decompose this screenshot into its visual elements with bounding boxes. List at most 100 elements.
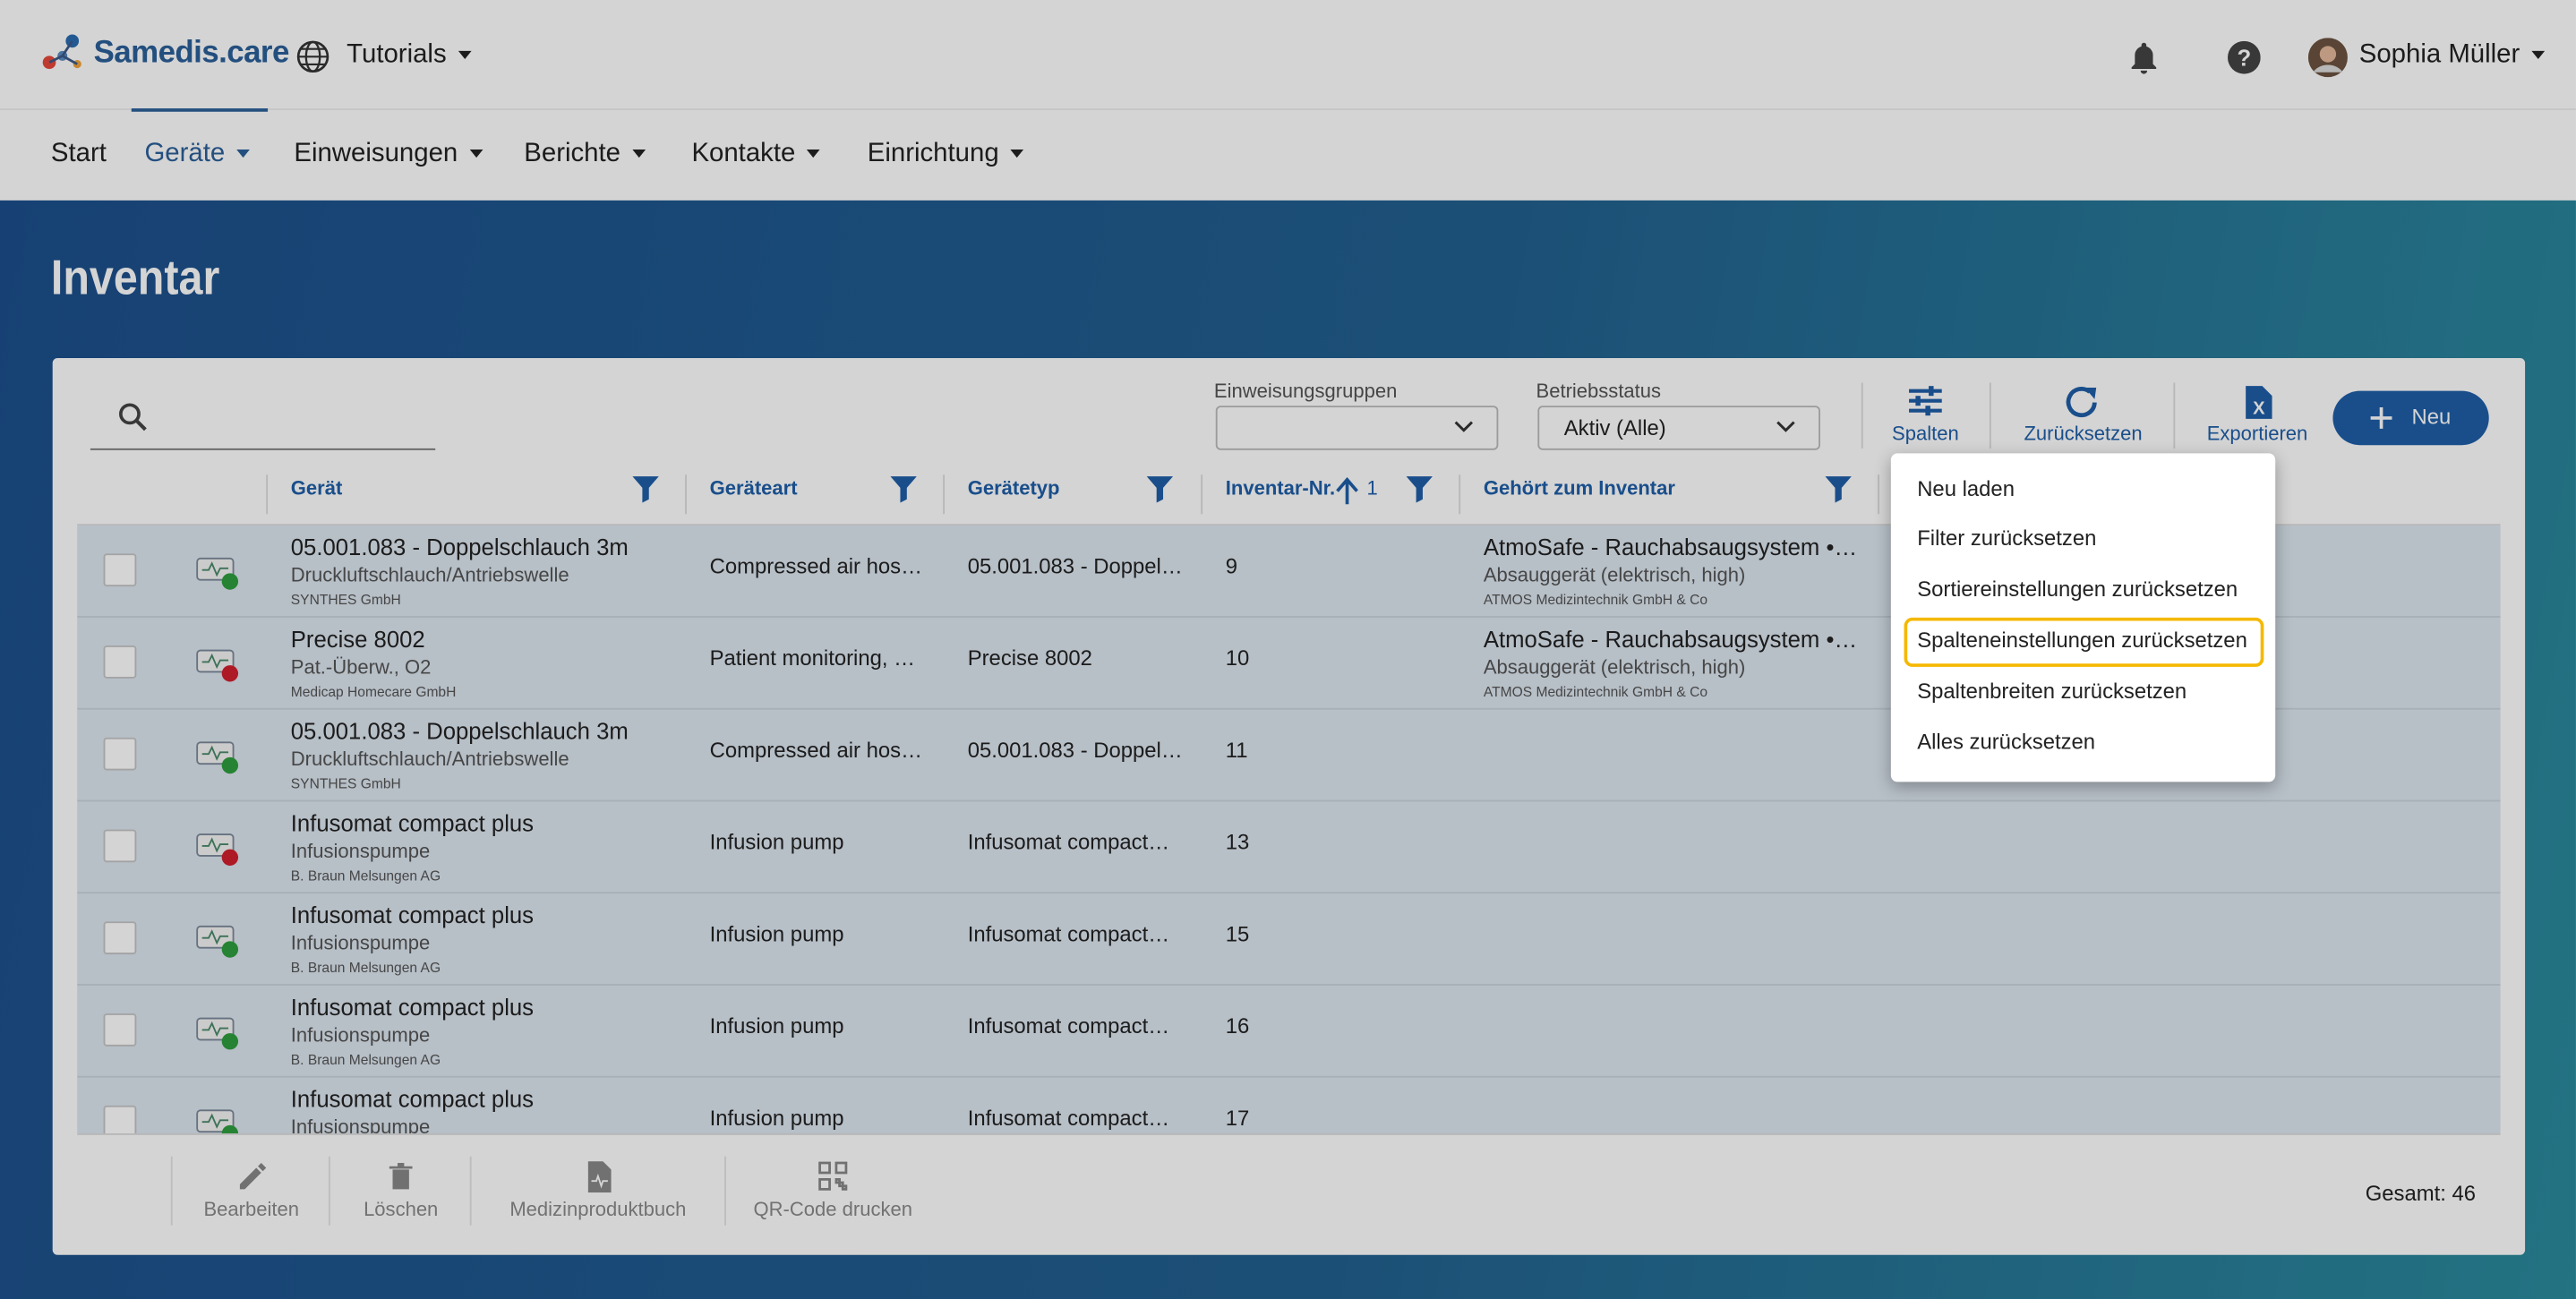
caret xyxy=(1010,149,1024,158)
nav-item[interactable]: Kontakte xyxy=(691,137,820,171)
footer-separator xyxy=(469,1156,472,1226)
device-manufacturer: SYNTHES GmbH xyxy=(290,775,401,793)
table-row[interactable]: Infusomat compact plus Infusionspumpe B. B… xyxy=(77,893,2501,986)
chevron-icon xyxy=(1454,421,1474,432)
footer-action[interactable]: QR-Code drucken xyxy=(753,1197,912,1221)
footer-action-icon[interactable] xyxy=(582,1159,615,1193)
globe-icon[interactable] xyxy=(295,39,330,74)
nav-active-indicator xyxy=(131,108,269,112)
search-field[interactable] xyxy=(90,394,436,450)
column-header[interactable]: Gerät xyxy=(290,476,343,500)
table-row[interactable]: Infusomat compact plus Infusionspumpe Infu… xyxy=(77,1078,2500,1134)
parent-category: Absauggerät (elektrisch, high) xyxy=(1483,563,1746,587)
device-type: Infusomat compact… xyxy=(967,920,1170,946)
menu-item[interactable]: Neu laden xyxy=(1917,475,2015,500)
nav-item[interactable]: Einrichtung xyxy=(868,137,1024,171)
row-checkbox[interactable] xyxy=(103,1105,137,1134)
caret xyxy=(458,51,472,60)
table-row[interactable]: 05.001.083 - Doppelschlauch 3m Drucklufts… xyxy=(77,710,2501,802)
menu-item[interactable]: Sortiereinstellungen zurücksetzen xyxy=(1917,577,2238,602)
row-checkbox[interactable] xyxy=(103,921,137,955)
filter-select[interactable] xyxy=(1215,406,1499,450)
device-kind: Infusion pump xyxy=(709,828,844,854)
chevron-icon xyxy=(1776,421,1795,432)
sort-ascending-icon[interactable] xyxy=(1336,476,1359,506)
toolbar-icon[interactable] xyxy=(1905,384,1945,420)
device-name: Infusomat compact plus xyxy=(290,902,535,928)
column-header[interactable]: Inventar-Nr. xyxy=(1225,476,1336,500)
user-menu[interactable]: Sophia Müller xyxy=(2359,39,2545,73)
nav-item[interactable]: Berichte xyxy=(524,137,646,171)
nav-item[interactable]: Start xyxy=(50,139,107,167)
device-manufacturer: B. Braun Melsungen AG xyxy=(290,1052,441,1069)
toolbar-button[interactable]: Spalten xyxy=(1892,422,1959,446)
column-header[interactable]: Geräteart xyxy=(709,476,798,500)
nav-item[interactable]: Einweisungen xyxy=(294,137,483,171)
column-header[interactable]: Gehört zum Inventar xyxy=(1483,476,1675,500)
user-avatar[interactable] xyxy=(2307,38,2348,78)
parent-name: AtmoSafe - Rauchabsaugsystem •… xyxy=(1483,625,1858,653)
device-image xyxy=(196,741,239,774)
device-manufacturer: Medicap Homecare GmbH xyxy=(290,684,457,701)
footer-action[interactable]: Löschen xyxy=(364,1197,439,1221)
footer-action[interactable]: Bearbeiten xyxy=(203,1197,299,1221)
footer-action-icon[interactable] xyxy=(817,1159,850,1192)
svg-text:X: X xyxy=(2253,398,2265,418)
device-kind: Infusion pump xyxy=(709,1013,844,1038)
toolbar-button[interactable]: Exportieren xyxy=(2206,422,2308,446)
menu-item[interactable]: Filter zurücksetzen xyxy=(1917,526,2097,551)
table-row[interactable]: 05.001.083 - Doppelschlauch 3m Drucklufts… xyxy=(77,526,2501,618)
parent-category: Absauggerät (elektrisch, high) xyxy=(1483,655,1746,679)
nav-item[interactable]: Geräte xyxy=(144,137,250,171)
row-checkbox[interactable] xyxy=(103,645,137,679)
inventory-number: 9 xyxy=(1225,552,1238,578)
filter-select[interactable] xyxy=(1537,406,1820,450)
menu-item[interactable]: Spaltenbreiten zurücksetzen xyxy=(1917,679,2187,704)
filter-label: Einweisungsgruppen xyxy=(1213,380,1398,403)
row-checkbox[interactable] xyxy=(103,1013,137,1047)
column-filter-icon[interactable] xyxy=(1405,474,1434,504)
column-filter-icon[interactable] xyxy=(631,474,661,504)
user-name: Sophia Müller xyxy=(2358,40,2520,70)
menu-item[interactable]: Spalteneinstellungen zurücksetzen xyxy=(1917,628,2247,653)
new-button[interactable] xyxy=(2332,390,2489,446)
help-icon[interactable]: ? xyxy=(2227,40,2261,74)
device-manufacturer: B. Braun Melsungen AG xyxy=(290,960,441,977)
filter-value: Aktiv (Alle) xyxy=(1563,414,1666,440)
footer-action[interactable]: Medizinproduktbuch xyxy=(509,1197,687,1221)
reset-menu: Neu laden Filter zurücksetzen Sortiereinst… xyxy=(1890,453,2276,782)
table-row[interactable]: Precise 8002 Pat.-Überw., O2 Medicap Homec… xyxy=(77,618,2501,710)
notifications-icon[interactable] xyxy=(2129,41,2159,74)
column-separator xyxy=(1201,474,1203,515)
table-row[interactable]: Infusomat compact plus Infusionspumpe B. B… xyxy=(77,986,2501,1078)
toolbar-button[interactable]: Zurücksetzen xyxy=(2024,422,2143,446)
device-image xyxy=(196,925,239,958)
row-checkbox[interactable] xyxy=(103,829,137,863)
table-row[interactable]: Infusomat compact plus Infusionspumpe B. B… xyxy=(77,801,2501,894)
tenant-selector[interactable]: Tutorials xyxy=(347,39,472,73)
brand-logo[interactable] xyxy=(39,33,85,76)
device-kind: Patient monitoring, … xyxy=(709,645,916,670)
column-filter-icon[interactable] xyxy=(889,474,919,504)
device-kind: Compressed air hos… xyxy=(709,736,922,762)
row-checkbox[interactable] xyxy=(103,553,137,587)
column-filter-icon[interactable] xyxy=(1145,474,1175,504)
nav: Start Geräte Einweisungen Berichte Kontakte E… xyxy=(0,108,2576,201)
inventory-number: 11 xyxy=(1225,736,1248,762)
nav-bar xyxy=(0,108,2576,201)
toolbar-icon[interactable]: X xyxy=(2238,384,2277,420)
brand-name[interactable]: Samedis.care xyxy=(93,36,290,71)
device-name: Precise 8002 xyxy=(290,625,425,653)
column-header[interactable]: Gerätetyp xyxy=(967,476,1060,500)
footer-action-icon[interactable] xyxy=(384,1159,417,1192)
page-title: Inventar xyxy=(50,251,220,306)
column-filter-icon[interactable] xyxy=(1824,474,1853,504)
menu-item[interactable]: Alles zurücksetzen xyxy=(1917,729,2096,755)
device-category: Infusionspumpe xyxy=(290,1023,431,1047)
row-checkbox[interactable] xyxy=(103,737,137,771)
footer-action-icon[interactable] xyxy=(235,1159,268,1192)
device-category: Pat.-Überw., O2 xyxy=(290,655,432,679)
toolbar-icon[interactable] xyxy=(2064,384,2103,420)
sort-order: 1 xyxy=(1366,476,1378,500)
device-name: 05.001.083 - Doppelschlauch 3m xyxy=(290,717,629,744)
